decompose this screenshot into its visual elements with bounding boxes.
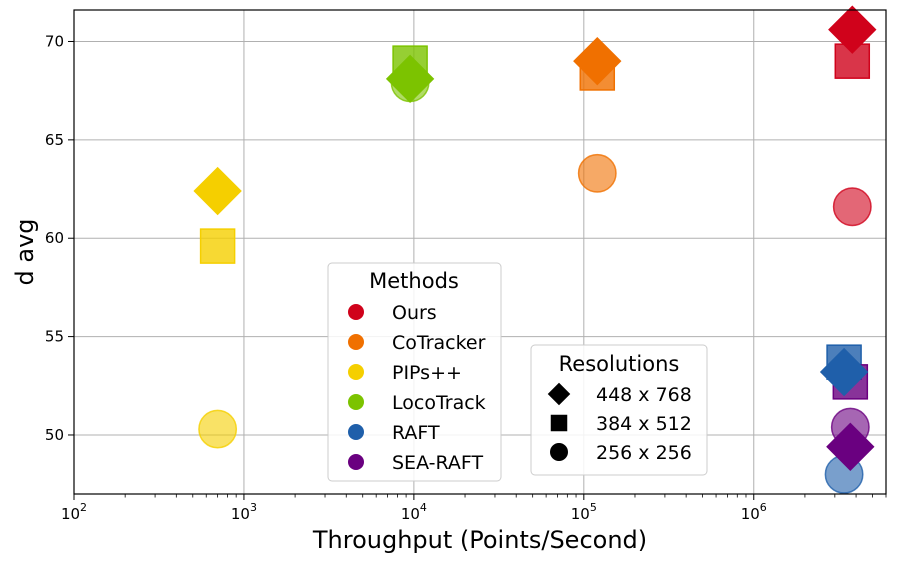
plot-area-frame (73, 9, 887, 495)
legend-label: SEA-RAFT (392, 452, 484, 474)
axis-ticks: 102 103 104 105 106 50 55 60 65 70 (45, 32, 887, 523)
y-tick-label: 70 (45, 32, 64, 50)
data-point-diamond (573, 36, 622, 86)
x-axis-label: Throughput (Points/Second) (312, 526, 647, 554)
legend-swatch (348, 334, 364, 350)
y-axis-label: d avg (11, 218, 39, 285)
legend-swatch (348, 424, 364, 440)
legend-label: 384 x 512 (596, 413, 692, 435)
resolutions-legend-title: Resolutions (559, 352, 680, 376)
data-point-diamond (826, 422, 875, 471)
x-tick-label: 103 (231, 501, 257, 523)
data-point-diamond (819, 347, 869, 397)
methods-legend-title: Methods (369, 269, 459, 293)
x-tick-label: 104 (401, 501, 427, 523)
legend-marker-square (550, 414, 568, 432)
y-tick-label: 65 (45, 131, 64, 149)
data-point-circle (577, 153, 617, 193)
data-point-diamond (828, 5, 877, 54)
x-tick-label: 106 (741, 501, 767, 523)
legend-marker-diamond (547, 382, 571, 406)
legend-swatch (348, 304, 364, 320)
data-point-circle (832, 187, 872, 227)
x-tick-label: 102 (61, 501, 87, 523)
legend-label: PIPs++ (392, 362, 462, 384)
resolutions-legend-frame (530, 344, 708, 476)
data-point-diamond (193, 166, 242, 216)
data-point-diamond (385, 54, 435, 104)
y-tick-label: 50 (45, 426, 64, 444)
legend-marker-circle (550, 443, 568, 461)
legend-swatch (348, 454, 364, 470)
data-point-circle (198, 409, 238, 449)
methods-legend-frame (327, 262, 502, 482)
legend-label: CoTracker (392, 332, 486, 354)
legend-label: RAFT (392, 422, 440, 444)
data-point-square (199, 228, 236, 264)
legend-label: LocoTrack (392, 392, 486, 414)
resolutions-legend: Resolutions 448 x 768 384 x 512 256 x 256 (530, 344, 708, 476)
y-tick-label: 55 (45, 328, 64, 346)
legend-label: Ours (392, 302, 437, 324)
legend-label: 448 x 768 (596, 384, 692, 406)
y-tick-label: 60 (45, 229, 64, 247)
legend-label: 256 x 256 (596, 442, 692, 464)
x-tick-label: 105 (571, 501, 597, 523)
data-points (193, 5, 877, 494)
legend-swatch (348, 364, 364, 380)
methods-legend: Methods Ours CoTracker PIPs++ LocoTrack RAFT… (327, 262, 502, 482)
legend-swatch (348, 394, 364, 410)
